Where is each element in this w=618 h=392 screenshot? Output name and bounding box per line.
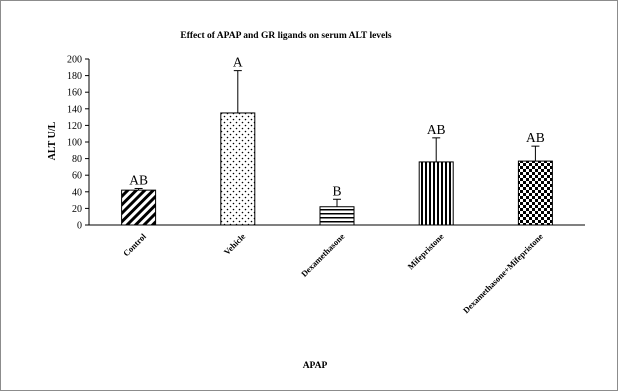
error-bars	[134, 70, 540, 207]
bar-dexamethasone	[319, 206, 355, 226]
y-ticks: 0 20 40 60 80 100 120 140 160 180 200	[67, 55, 89, 232]
y-axis-label: ALT U/L	[47, 121, 58, 160]
bar-dexamethasone-mifepristone	[517, 160, 553, 226]
x-axis-label: APAP	[303, 361, 328, 371]
y-tick-label: 140	[67, 104, 82, 115]
bar-vehicle	[220, 112, 256, 226]
bar-control	[121, 189, 157, 226]
y-tick-label: 160	[67, 88, 82, 99]
y-tick-label: 180	[67, 71, 82, 82]
x-tick-label: Dexamethasone+Mifepristone	[461, 231, 545, 315]
y-tick-label: 80	[72, 154, 82, 165]
significance-label: B	[332, 183, 341, 198]
bar-mifepristone	[418, 161, 454, 226]
y-tick-label: 120	[67, 121, 82, 132]
significance-label: A	[233, 55, 243, 70]
y-tick-label: 60	[72, 171, 82, 182]
x-tick-labels: Control Vehicle Dexamethasone Mifepristone D…	[121, 231, 545, 315]
significance-label: AB	[427, 122, 446, 137]
significance-label: AB	[526, 130, 545, 145]
y-tick-label: 20	[72, 204, 82, 215]
x-tick-label: Mifepristone	[405, 231, 445, 271]
bars	[121, 112, 553, 226]
y-tick-label: 100	[67, 138, 82, 149]
y-tick-label: 0	[77, 221, 82, 232]
chart-title: Effect of APAP and GR ligands on serum A…	[180, 31, 392, 41]
x-tick-label: Control	[121, 231, 148, 258]
x-tick-label: Dexamethasone	[299, 231, 347, 279]
y-tick-label: 200	[67, 55, 82, 66]
x-tick-label: Vehicle	[222, 231, 248, 257]
y-tick-label: 40	[72, 187, 82, 198]
significance-label: AB	[129, 172, 148, 187]
